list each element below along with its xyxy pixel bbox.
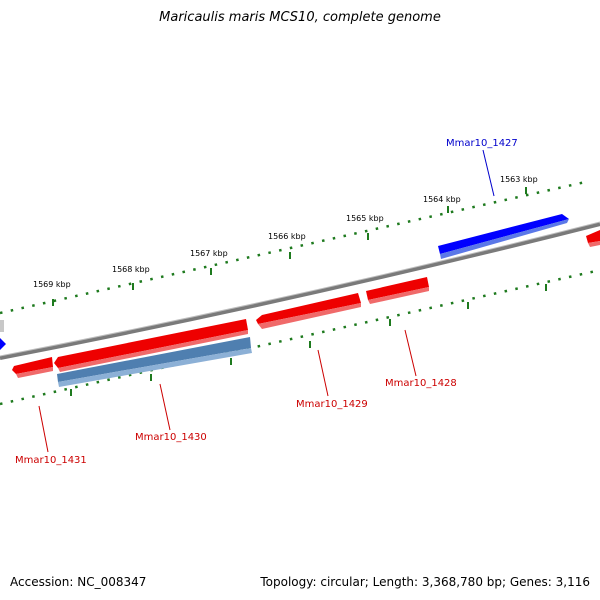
gene-label-Mmar10_1427[interactable]: Mmar10_1427 bbox=[446, 138, 518, 149]
leader-Mmar10_1430 bbox=[159, 383, 171, 431]
gene-fragment bbox=[0, 320, 4, 332]
gene-arrow-shadow bbox=[58, 348, 252, 387]
backbone-line bbox=[0, 222, 600, 360]
gene-arrow[interactable] bbox=[366, 277, 429, 300]
upper-tick-dots bbox=[0, 179, 591, 315]
gene-Mmar10_1430-red[interactable] bbox=[54, 319, 248, 372]
tick-label: 1568 kbp bbox=[112, 265, 150, 274]
gene-arrow[interactable] bbox=[57, 337, 251, 382]
gene-labels: Mmar10_1427 Mmar10_1428 Mmar10_1429 Mmar… bbox=[15, 138, 518, 466]
tick-label: 1563 kbp bbox=[500, 175, 538, 184]
gene-Mmar10_1428[interactable] bbox=[366, 277, 429, 304]
tick-label: 1566 kbp bbox=[268, 232, 306, 241]
gene-arrow[interactable] bbox=[0, 338, 6, 350]
tick-label: 1564 kbp bbox=[423, 195, 461, 204]
genome-backbone bbox=[0, 221, 600, 360]
gene-label-Mmar10_1430[interactable]: Mmar10_1430 bbox=[135, 432, 207, 443]
leader-Mmar10_1429 bbox=[317, 349, 329, 397]
gene-arrow-shadow bbox=[588, 241, 600, 247]
tick-labels: 1563 kbp 1564 kbp 1565 kbp 1566 kbp 1567… bbox=[33, 175, 538, 289]
upper-tick-track bbox=[0, 179, 591, 315]
gene-arrow[interactable] bbox=[12, 357, 53, 374]
leader-Mmar10_1431 bbox=[38, 405, 49, 453]
gene-Mmar10_1429[interactable] bbox=[256, 293, 361, 329]
tick-label: 1567 kbp bbox=[190, 249, 228, 258]
gene-leader-lines bbox=[38, 149, 495, 453]
accession-text: Accession: NC_008347 bbox=[10, 575, 147, 589]
leader-Mmar10_1427 bbox=[482, 149, 495, 197]
lower-tick-track bbox=[0, 269, 597, 406]
lower-tick-dots bbox=[0, 269, 597, 406]
tick-label: 1565 kbp bbox=[346, 214, 384, 223]
gene-arrow[interactable] bbox=[586, 230, 600, 243]
gene-Mmar10_1431[interactable] bbox=[12, 357, 53, 378]
gene-arrow[interactable] bbox=[256, 293, 361, 324]
gene-offscreen-left[interactable] bbox=[0, 320, 6, 350]
gene-arrow-shadow bbox=[258, 303, 361, 329]
gene-label-Mmar10_1428[interactable]: Mmar10_1428 bbox=[385, 378, 457, 389]
gene-Mmar10_1427[interactable] bbox=[438, 214, 569, 259]
gene-offscreen-right[interactable] bbox=[586, 230, 600, 247]
gene-label-Mmar10_1431[interactable]: Mmar10_1431 bbox=[15, 455, 87, 466]
gene-arrow[interactable] bbox=[54, 319, 248, 368]
backbone-highlight bbox=[0, 221, 600, 357]
tick-label: 1569 kbp bbox=[33, 280, 71, 289]
leader-Mmar10_1428 bbox=[404, 329, 417, 377]
gene-label-Mmar10_1429[interactable]: Mmar10_1429 bbox=[296, 399, 368, 410]
gene-arrow-shadow bbox=[16, 367, 53, 378]
gene-arrow-shadow bbox=[58, 330, 248, 372]
genome-summary-text: Topology: circular; Length: 3,368,780 bp… bbox=[260, 575, 590, 589]
gene-Mmar10_1430[interactable] bbox=[57, 337, 252, 387]
gene-arrow-shadow bbox=[368, 287, 429, 304]
gene-arrow-shadow bbox=[440, 219, 569, 259]
gene-arrow[interactable] bbox=[438, 214, 569, 254]
map-title: Maricaulis maris MCS10, complete genome bbox=[159, 10, 441, 25]
